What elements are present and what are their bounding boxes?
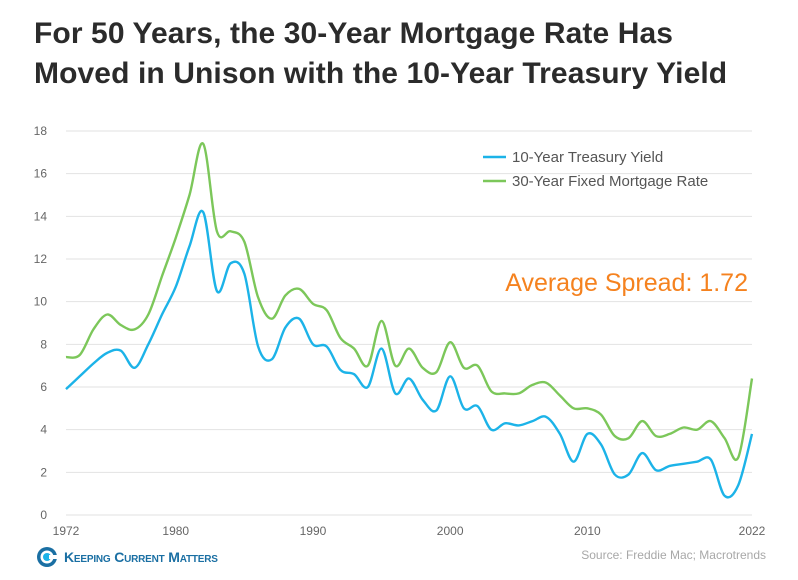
brand-name: Keeping Current Matters bbox=[64, 549, 218, 565]
grid-lines bbox=[66, 130, 752, 516]
source-note: Source: Freddie Mac; Macrotrends bbox=[581, 548, 766, 562]
y-tick-label: 2 bbox=[40, 465, 47, 479]
legend-mortgage-label: 30-Year Fixed Mortgage Rate bbox=[512, 173, 708, 190]
y-tick-label: 18 bbox=[34, 124, 48, 138]
title-line-1: For 50 Years, the 30-Year Mortgage Rate … bbox=[34, 17, 674, 50]
x-tick-label: 2000 bbox=[437, 524, 464, 538]
x-tick-label: 2022 bbox=[739, 524, 766, 538]
legend: 10-Year Treasury Yield 30-Year Fixed Mort… bbox=[483, 149, 708, 190]
x-tick-label: 1972 bbox=[53, 524, 80, 538]
legend-treasury-label: 10-Year Treasury Yield bbox=[512, 149, 663, 166]
treasury-yield-line bbox=[65, 209, 754, 499]
y-tick-label: 0 bbox=[40, 508, 47, 522]
series-lines bbox=[65, 142, 754, 499]
y-tick-label: 12 bbox=[34, 252, 48, 266]
x-tick-label: 1980 bbox=[162, 524, 189, 538]
title-line-2: Moved in Unison with the 10-Year Treasur… bbox=[34, 57, 728, 90]
mortgage-rate-line bbox=[65, 142, 754, 461]
brand-footer: Keeping Current Matters bbox=[36, 545, 218, 569]
chart-title: For 50 Years, the 30-Year Mortgage Rate … bbox=[34, 14, 774, 94]
y-tick-label: 8 bbox=[40, 337, 47, 351]
line-chart: 0 2 4 6 8 10 12 14 16 18 1972 1980 1990 2000 2010 2022… bbox=[34, 124, 766, 538]
y-tick-label: 14 bbox=[34, 209, 48, 223]
x-tick-label: 2010 bbox=[574, 524, 601, 538]
y-tick-label: 16 bbox=[34, 167, 48, 181]
x-axis-ticks: 1972 1980 1990 2000 2010 2022 bbox=[53, 524, 766, 538]
kcm-logo-icon bbox=[37, 547, 57, 567]
y-axis-ticks: 0 2 4 6 8 10 12 14 16 18 bbox=[34, 124, 48, 522]
average-spread-annotation: Average Spread: 1.72 bbox=[505, 269, 748, 297]
y-tick-label: 4 bbox=[40, 423, 47, 437]
x-tick-label: 1990 bbox=[300, 524, 327, 538]
y-tick-label: 6 bbox=[40, 380, 47, 394]
y-tick-label: 10 bbox=[34, 295, 48, 309]
